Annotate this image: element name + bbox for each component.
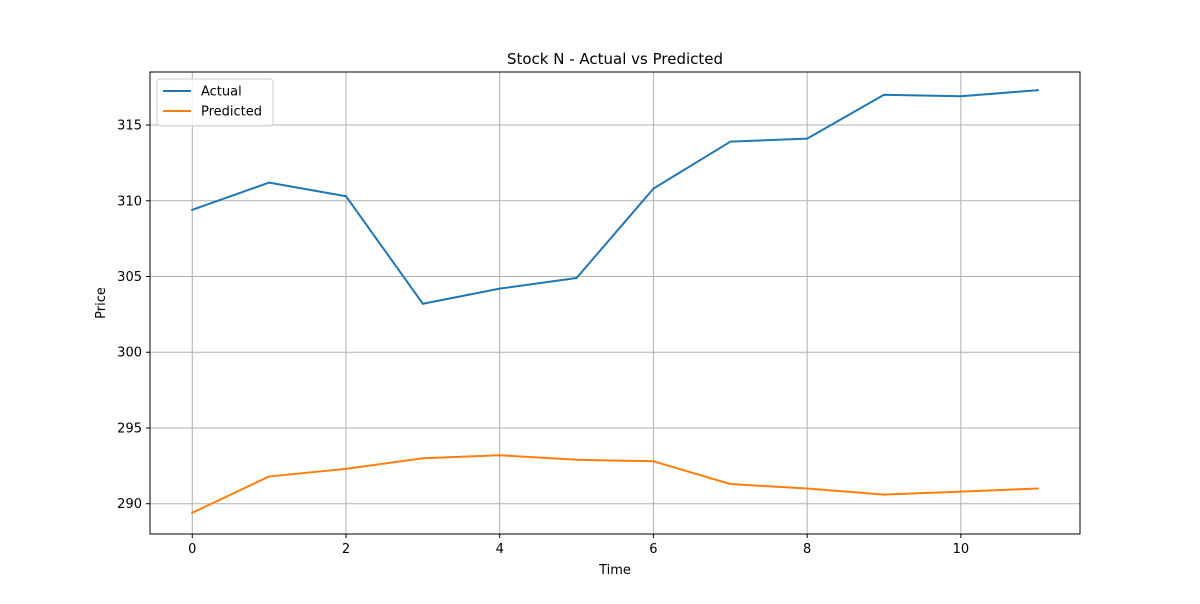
- data-point-predicted: [575, 458, 578, 461]
- data-point-actual: [806, 137, 809, 140]
- y-tick-label: 290: [117, 497, 142, 512]
- x-tick-label: 0: [188, 542, 196, 557]
- data-point-predicted: [498, 454, 501, 457]
- y-axis: 290 295 300 305 310 315: [117, 119, 150, 512]
- grid-layer: [150, 72, 1080, 534]
- data-point-actual: [883, 93, 886, 96]
- x-tick-label: 4: [496, 542, 504, 557]
- chart-title: Stock N - Actual vs Predicted: [507, 50, 723, 68]
- data-point-actual: [344, 195, 347, 198]
- y-tick-label: 295: [117, 421, 142, 436]
- series-line-actual: [190, 89, 1039, 305]
- series-layer: [190, 89, 1039, 515]
- x-tick-label: 10: [953, 542, 970, 557]
- data-point-actual: [498, 287, 501, 290]
- data-point-predicted: [268, 475, 271, 478]
- x-tick-label: 2: [342, 542, 350, 557]
- data-point-predicted: [806, 487, 809, 490]
- y-tick-label: 315: [117, 119, 142, 134]
- data-point-predicted: [1036, 487, 1039, 490]
- data-point-predicted: [652, 460, 655, 463]
- data-point-actual: [191, 208, 194, 211]
- y-tick-label: 310: [117, 194, 142, 209]
- data-point-predicted: [191, 511, 194, 514]
- data-point-actual: [575, 277, 578, 280]
- y-tick-label: 300: [117, 346, 142, 361]
- x-tick-label: 6: [649, 542, 657, 557]
- legend-label-predicted: Predicted: [201, 105, 262, 120]
- data-point-predicted: [959, 490, 962, 493]
- data-point-actual: [1036, 89, 1039, 92]
- plot-frame: [149, 71, 1081, 535]
- data-point-actual: [421, 302, 424, 305]
- legend-label-actual: Actual: [201, 85, 242, 100]
- x-axis-label: Time: [598, 563, 631, 578]
- data-point-predicted: [421, 457, 424, 460]
- data-point-actual: [959, 95, 962, 98]
- y-axis-label: Price: [94, 287, 109, 319]
- data-point-predicted: [729, 483, 732, 486]
- data-point-predicted: [883, 493, 886, 496]
- legend: Actual Predicted: [156, 78, 274, 127]
- x-axis: 0 2 4 6 8 10: [188, 534, 969, 557]
- data-point-actual: [652, 187, 655, 190]
- y-tick-label: 305: [117, 270, 142, 285]
- data-point-predicted: [344, 467, 347, 470]
- series-line-predicted: [190, 454, 1039, 515]
- x-tick-label: 8: [803, 542, 811, 557]
- data-point-actual: [729, 140, 732, 143]
- data-point-actual: [268, 181, 271, 184]
